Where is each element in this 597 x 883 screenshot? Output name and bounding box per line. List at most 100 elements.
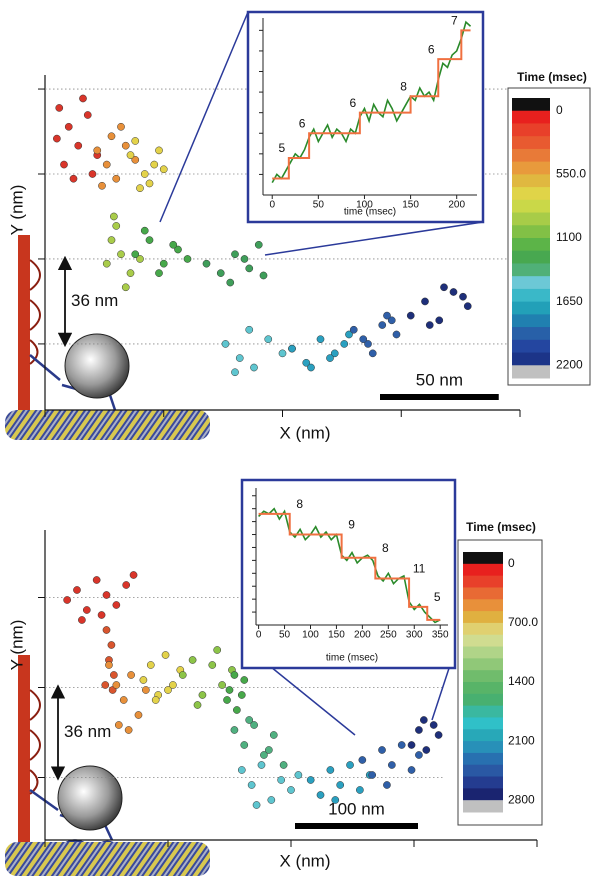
point <box>193 701 202 709</box>
colorbar-swatch <box>512 110 550 124</box>
step-size-label: 6 <box>350 96 357 110</box>
point <box>161 651 170 659</box>
y-axis-label: Y (nm) <box>7 185 26 236</box>
point <box>139 676 148 684</box>
point <box>216 269 225 277</box>
point <box>434 731 443 739</box>
point <box>134 711 143 719</box>
inset-x-tick-label: 200 <box>354 630 371 641</box>
colorbar-swatch <box>512 352 550 366</box>
point <box>346 761 354 769</box>
inset-x-tick-label: 100 <box>302 630 319 641</box>
point <box>287 786 295 794</box>
point <box>235 354 244 362</box>
point <box>316 791 325 799</box>
colorbar-swatch <box>463 599 503 612</box>
point <box>250 363 258 372</box>
point <box>364 340 372 348</box>
colorbar-swatch <box>463 622 503 636</box>
point <box>93 146 102 155</box>
point <box>145 236 154 244</box>
colorbar-swatch <box>463 682 503 695</box>
point <box>102 160 111 169</box>
colorbar-swatch <box>463 563 503 577</box>
colorbar-swatch <box>512 263 550 277</box>
point <box>169 681 177 689</box>
step-size-label: 8 <box>400 79 407 93</box>
step-arrow-label: 36 nm <box>64 722 111 741</box>
colorbar-swatch <box>512 238 550 252</box>
colorbar-swatch <box>463 752 503 766</box>
point <box>112 601 121 609</box>
point <box>257 761 266 769</box>
point <box>349 325 358 334</box>
point <box>387 316 396 325</box>
inset-x-tick-label: 50 <box>313 200 325 211</box>
colorbar-swatch <box>512 250 550 264</box>
point <box>110 671 118 679</box>
point <box>330 349 339 358</box>
colorbar-swatch <box>463 741 503 754</box>
point <box>252 801 261 809</box>
point <box>358 756 367 764</box>
point <box>419 716 428 724</box>
colorbar-swatch <box>512 327 550 341</box>
inset-connector <box>264 221 484 256</box>
point <box>415 751 423 759</box>
x-axis-label: X (nm) <box>280 851 331 870</box>
point <box>129 571 138 579</box>
point <box>188 656 197 664</box>
point <box>237 766 246 774</box>
colorbar-swatch <box>463 658 503 671</box>
colorbar-tick-label: 1650 <box>556 294 583 308</box>
point <box>260 751 268 759</box>
point <box>378 321 387 329</box>
step-size-label: 11 <box>413 562 426 576</box>
inset-frame <box>240 478 457 670</box>
point <box>155 269 163 277</box>
colorbar-swatch <box>463 646 503 659</box>
point <box>69 174 78 183</box>
point <box>406 311 415 320</box>
point <box>102 591 111 599</box>
point <box>279 761 288 769</box>
point <box>88 170 97 178</box>
point <box>169 240 178 249</box>
point <box>440 283 448 292</box>
colorbar-swatch <box>512 212 550 226</box>
inset-frame <box>246 10 485 224</box>
inset-x-tick-label: 100 <box>356 200 373 211</box>
point <box>226 278 235 287</box>
point <box>102 259 111 268</box>
inset-x-tick-label: 150 <box>402 200 419 211</box>
point <box>307 363 315 372</box>
point <box>407 741 416 749</box>
y-axis-label: Y (nm) <box>7 620 26 671</box>
inset-x-tick-label: 200 <box>448 200 465 211</box>
step-size-label: 9 <box>348 518 355 532</box>
point <box>269 731 278 739</box>
colorbar-swatch <box>463 670 503 683</box>
point <box>117 250 125 259</box>
point <box>121 283 130 292</box>
point <box>82 606 91 614</box>
point <box>392 330 401 339</box>
point <box>119 696 128 704</box>
point <box>174 245 182 254</box>
point <box>131 250 140 259</box>
point <box>112 174 121 183</box>
point <box>98 181 106 190</box>
point <box>55 104 64 112</box>
colorbar-tick-label: 0 <box>508 556 515 570</box>
point <box>245 325 254 334</box>
colorbar-swatch <box>512 365 550 379</box>
point <box>73 586 81 594</box>
scale-bar-label: 100 nm <box>328 799 385 818</box>
point <box>208 661 217 669</box>
colorbar-tick-label: 700.0 <box>508 615 538 629</box>
step-size-label: 5 <box>434 590 441 604</box>
inset-x-tick-label: 350 <box>432 630 449 641</box>
point <box>136 255 144 263</box>
point <box>105 661 113 669</box>
point <box>245 264 254 273</box>
